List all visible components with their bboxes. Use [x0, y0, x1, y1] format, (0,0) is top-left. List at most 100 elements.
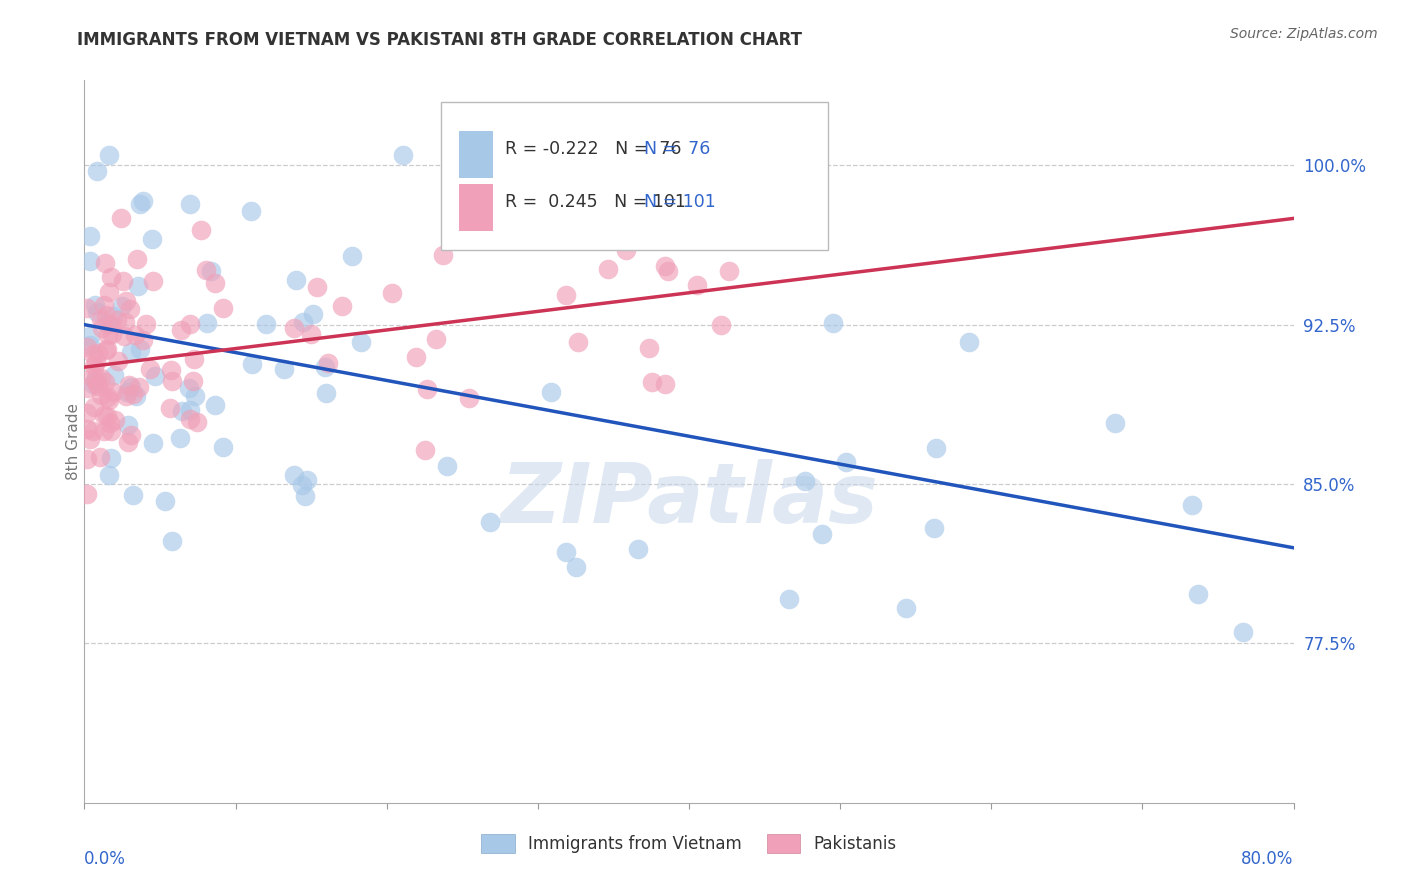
Point [87, 345, 110, 359]
Point [83, 359, 105, 373]
Point [1187, 587, 1209, 601]
Text: 80.0%: 80.0% [1241, 849, 1294, 868]
Point [82, 424, 104, 438]
Point [97, 390, 120, 404]
Point [127, 278, 149, 293]
Point [76, 487, 98, 501]
Point [87, 378, 110, 392]
Point [76, 422, 98, 436]
Bar [460, 131, 494, 178]
Text: ZIPatlas: ZIPatlas [501, 458, 877, 540]
Point [169, 431, 191, 445]
Point [416, 382, 439, 396]
Point [135, 317, 157, 331]
Point [540, 384, 562, 399]
Point [204, 398, 226, 412]
Point [957, 335, 980, 350]
Point [96, 317, 118, 331]
Point [778, 592, 800, 607]
Point [93, 408, 115, 422]
Point [79, 254, 101, 268]
Point [478, 515, 501, 529]
Point [340, 249, 363, 263]
Point [1104, 416, 1126, 430]
Point [330, 299, 353, 313]
Point [101, 309, 124, 323]
Point [100, 424, 122, 438]
Point [554, 545, 576, 559]
Point [127, 252, 149, 267]
Point [194, 263, 217, 277]
Point [640, 376, 662, 390]
Point [90, 388, 112, 402]
Point [86, 377, 108, 392]
Point [413, 442, 436, 457]
Point [84, 355, 107, 369]
Point [1181, 498, 1204, 512]
Point [145, 368, 167, 383]
Point [101, 326, 124, 341]
Point [117, 435, 139, 450]
Point [179, 196, 201, 211]
Point [654, 260, 676, 274]
Point [425, 332, 447, 346]
Point [283, 467, 305, 482]
Point [96, 308, 118, 322]
Point [200, 264, 222, 278]
Point [794, 474, 817, 488]
Point [79, 329, 101, 343]
Point [120, 380, 142, 394]
Point [283, 320, 305, 334]
Point [925, 441, 948, 455]
Point [195, 316, 218, 330]
Point [110, 211, 132, 226]
Point [128, 342, 150, 356]
Point [179, 381, 201, 395]
Point [432, 247, 454, 261]
Point [97, 468, 120, 483]
Point [124, 328, 146, 343]
Point [79, 432, 101, 446]
Point [79, 228, 101, 243]
Point [121, 488, 143, 502]
Point [315, 386, 337, 401]
Point [405, 351, 427, 365]
Point [614, 243, 637, 257]
Point [162, 533, 184, 548]
Point [922, 521, 945, 535]
Point [823, 316, 845, 330]
Point [125, 389, 148, 403]
Point [295, 473, 318, 487]
Point [98, 147, 121, 161]
Point [172, 404, 194, 418]
Point [120, 428, 142, 442]
Point [718, 264, 741, 278]
Point [598, 261, 620, 276]
Point [96, 327, 118, 342]
Point [103, 368, 125, 382]
Point [84, 298, 107, 312]
Point [80, 369, 103, 384]
Point [97, 285, 120, 299]
Point [1232, 625, 1254, 640]
Point [117, 418, 139, 433]
Point [100, 317, 122, 331]
Point [292, 315, 315, 329]
FancyBboxPatch shape [441, 102, 828, 250]
Point [811, 526, 834, 541]
Point [117, 385, 139, 400]
Point [755, 216, 778, 230]
Point [183, 351, 205, 366]
Point [82, 347, 104, 361]
Point [114, 329, 136, 343]
Point [96, 343, 118, 357]
Point [159, 401, 181, 415]
Point [638, 341, 661, 355]
Point [256, 317, 278, 331]
Point [103, 384, 125, 399]
Point [291, 478, 314, 492]
Point [436, 459, 458, 474]
Bar [460, 184, 494, 230]
Point [114, 293, 136, 308]
Point [239, 204, 262, 219]
